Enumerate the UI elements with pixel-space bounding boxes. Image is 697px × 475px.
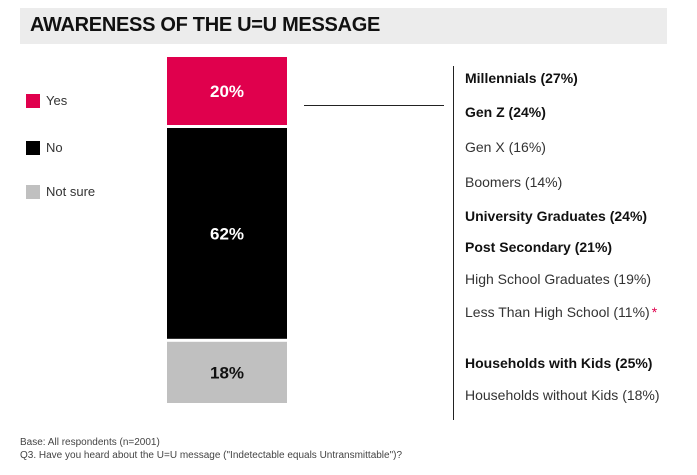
title-bar: AWARENESS OF THE U=U MESSAGE xyxy=(20,8,667,44)
demo-post-secondary: Post Secondary (21%) xyxy=(465,239,613,255)
demo-boomers: Boomers (14%) xyxy=(465,174,563,190)
bar-label-no: 62% xyxy=(210,224,244,243)
legend-label-no: No xyxy=(46,140,63,155)
bar-label-not-sure: 18% xyxy=(210,363,244,382)
chart-title: AWARENESS OF THE U=U MESSAGE xyxy=(30,14,380,36)
footnote-question: Q3. Have you heard about the U=U message… xyxy=(20,450,403,461)
demo-high-school-graduates: High School Graduates (19%) xyxy=(465,271,651,287)
demo-millennials: Millennials (27%) xyxy=(465,70,578,86)
legend-swatch-not-sure xyxy=(26,185,40,199)
bar-label-yes: 20% xyxy=(210,82,244,101)
demographic-bracket xyxy=(453,66,454,420)
demo-households-with-kids: Households with Kids (25%) xyxy=(465,355,653,371)
demo-university-graduates: University Graduates (24%) xyxy=(465,208,648,224)
demo-less-than-high-school: Less Than High School (11%) * xyxy=(465,304,658,320)
legend-swatch-yes xyxy=(26,94,40,108)
footnote-base: Base: All respondents (n=2001) xyxy=(20,437,160,448)
bar-segment-not-sure xyxy=(167,341,287,403)
legend-swatch-no xyxy=(26,141,40,155)
demo-gen-z: Gen Z (24%) xyxy=(465,104,546,120)
bar-segment-yes xyxy=(167,57,287,125)
connector-line xyxy=(304,105,444,106)
legend-label-not-sure: Not sure xyxy=(46,184,96,199)
demo-households-without-kids: Households without Kids (18%) xyxy=(465,387,660,403)
bar-segment-no xyxy=(167,128,287,339)
legend-label-yes: Yes xyxy=(46,93,68,108)
demo-gen-x: Gen X (16%) xyxy=(465,139,546,155)
